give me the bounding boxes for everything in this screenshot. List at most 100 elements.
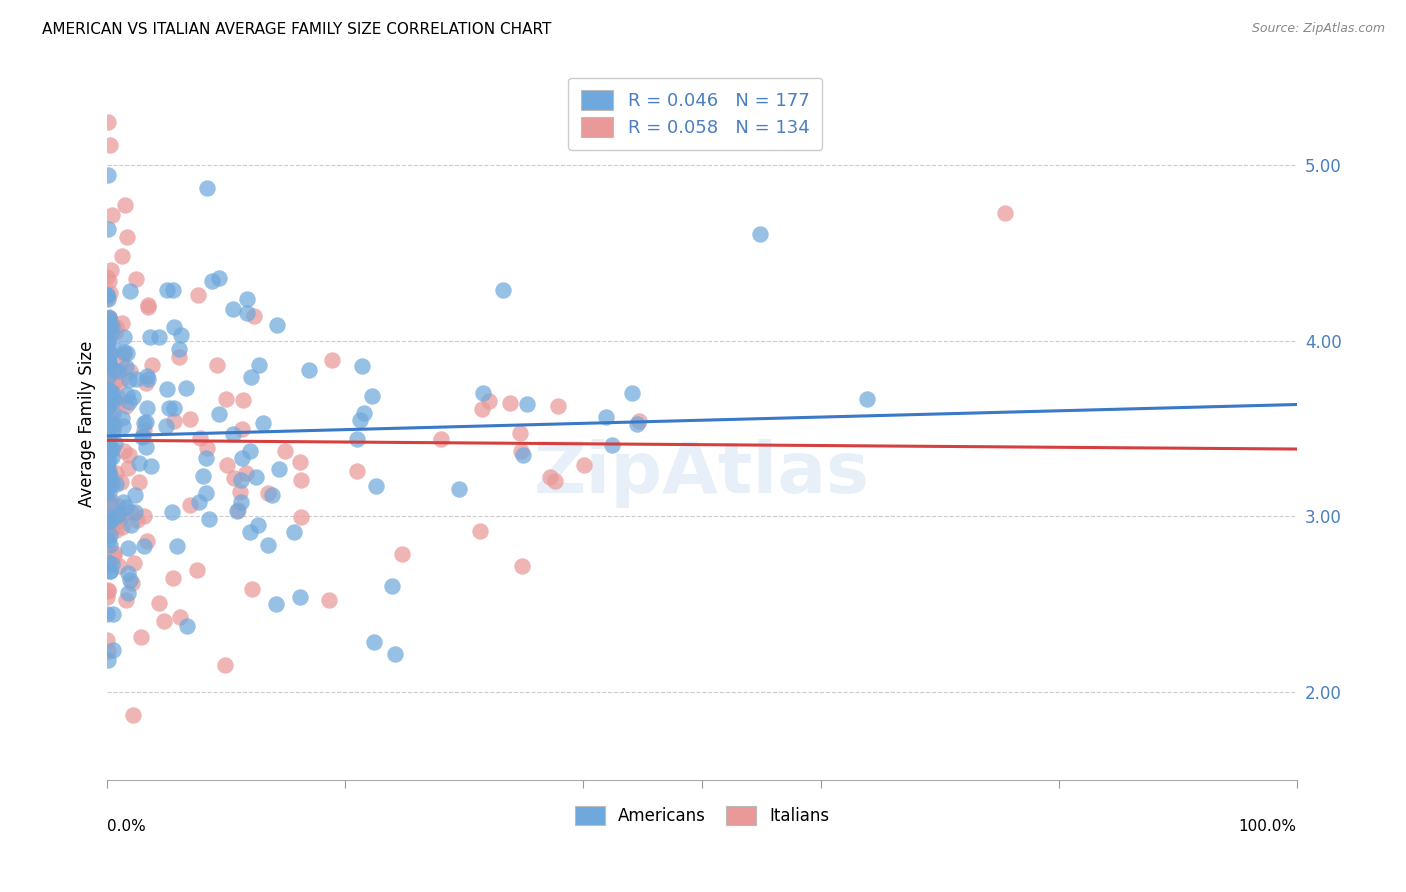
Point <box>136 300 159 314</box>
Point <box>97 333 120 347</box>
Point <box>136 298 159 312</box>
Point <box>134 416 156 430</box>
Point <box>96 270 118 285</box>
Point <box>97 222 120 236</box>
Point <box>96 385 118 400</box>
Point <box>163 413 186 427</box>
Point <box>229 473 252 487</box>
Point <box>97 486 120 500</box>
Point <box>96 632 118 647</box>
Point <box>101 416 124 430</box>
Point <box>994 206 1017 220</box>
Point <box>132 539 155 553</box>
Point <box>112 344 135 359</box>
Point <box>366 479 388 493</box>
Point <box>163 401 186 416</box>
Point <box>101 318 124 333</box>
Point <box>117 461 139 475</box>
Point <box>98 138 121 153</box>
Point <box>231 422 253 436</box>
Point <box>267 462 290 476</box>
Point <box>97 365 120 379</box>
Point <box>98 453 121 467</box>
Point <box>217 458 239 472</box>
Point <box>97 349 120 363</box>
Point <box>101 642 124 657</box>
Point <box>96 457 118 471</box>
Point <box>139 459 162 474</box>
Point <box>274 443 297 458</box>
Point <box>346 464 368 478</box>
Point <box>97 398 120 412</box>
Point <box>101 476 124 491</box>
Point <box>96 416 118 430</box>
Point <box>160 506 183 520</box>
Point <box>103 423 125 437</box>
Point <box>201 273 224 287</box>
Point <box>170 328 193 343</box>
Point <box>96 584 118 599</box>
Legend: Americans, Italians: Americans, Italians <box>568 800 837 831</box>
Point <box>384 647 406 661</box>
Point <box>176 619 198 633</box>
Point <box>197 181 219 195</box>
Point <box>283 524 305 539</box>
Point <box>121 576 143 591</box>
Point <box>96 345 118 359</box>
Point <box>97 352 120 367</box>
Point <box>350 359 373 373</box>
Point <box>162 283 184 297</box>
Text: AMERICAN VS ITALIAN AVERAGE FAMILY SIZE CORRELATION CHART: AMERICAN VS ITALIAN AVERAGE FAMILY SIZE … <box>42 22 551 37</box>
Point <box>98 564 121 578</box>
Point <box>107 512 129 526</box>
Point <box>105 508 128 523</box>
Point <box>235 306 257 320</box>
Point <box>100 286 122 301</box>
Point <box>110 376 132 390</box>
Point <box>252 417 274 431</box>
Point <box>108 559 131 574</box>
Point <box>97 442 120 456</box>
Point <box>111 249 134 263</box>
Point <box>128 456 150 470</box>
Point <box>103 520 125 534</box>
Point <box>298 362 321 376</box>
Point <box>101 442 124 456</box>
Point <box>197 511 219 525</box>
Point <box>112 444 135 458</box>
Point <box>108 507 131 521</box>
Point <box>214 392 236 406</box>
Point <box>100 493 122 508</box>
Point <box>100 325 122 339</box>
Point <box>122 390 145 404</box>
Point <box>107 499 129 513</box>
Point <box>98 389 121 403</box>
Point <box>124 372 146 386</box>
Point <box>361 389 384 403</box>
Point <box>97 310 120 325</box>
Point <box>97 644 120 658</box>
Point <box>117 541 139 555</box>
Point <box>512 448 534 462</box>
Point <box>128 475 150 490</box>
Point <box>538 469 561 483</box>
Point <box>97 653 120 667</box>
Point <box>97 462 120 476</box>
Point <box>600 438 623 452</box>
Point <box>98 538 121 552</box>
Point <box>97 335 120 350</box>
Point <box>101 385 124 400</box>
Point <box>141 358 163 372</box>
Point <box>470 524 492 538</box>
Point <box>98 346 121 360</box>
Point <box>97 358 120 372</box>
Point <box>111 495 134 509</box>
Point <box>118 573 141 587</box>
Point <box>114 198 136 212</box>
Point <box>471 386 494 401</box>
Point <box>290 473 312 487</box>
Point <box>572 458 595 472</box>
Point <box>96 288 118 302</box>
Point <box>155 419 177 434</box>
Point <box>163 320 186 334</box>
